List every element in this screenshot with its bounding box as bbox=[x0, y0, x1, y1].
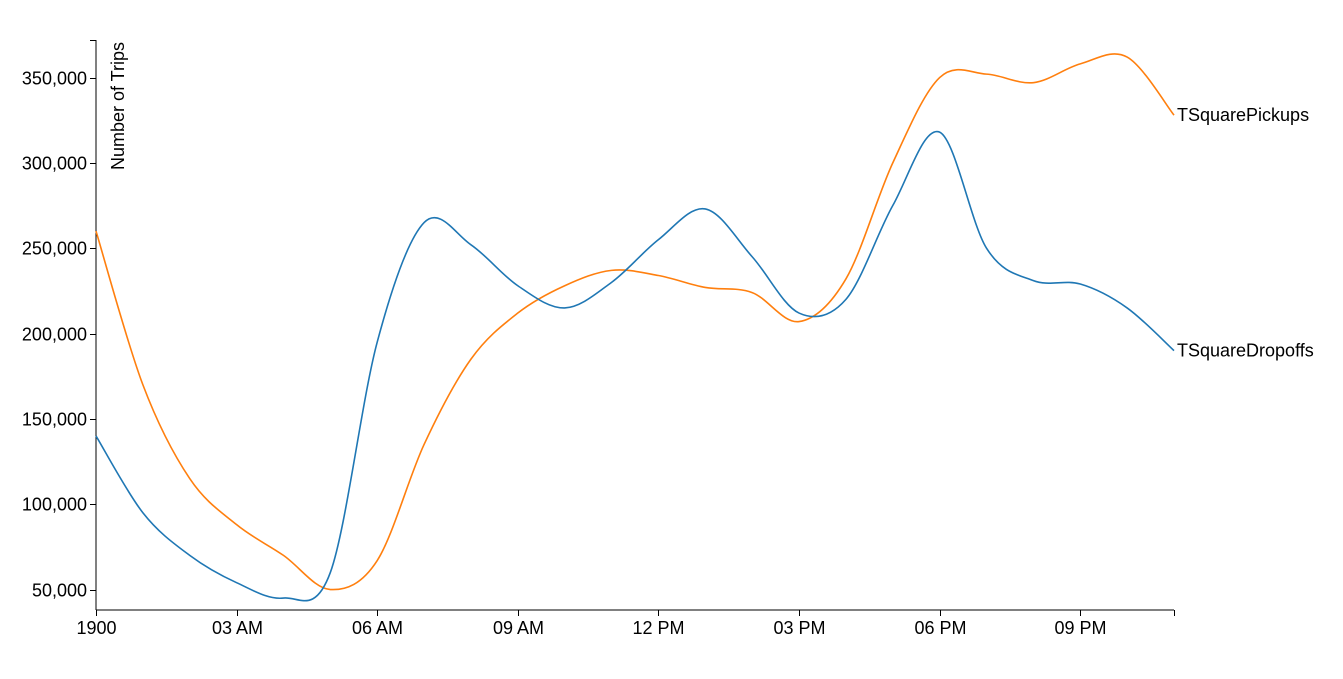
y-tick-label: 150,000 bbox=[22, 410, 87, 430]
series-lines: TSquarePickups TSquareDropoffs bbox=[95, 53, 1314, 602]
series-line-tsquarepickups bbox=[95, 53, 1175, 591]
y-tick-label: 350,000 bbox=[22, 69, 87, 89]
x-tick-label: 06 PM bbox=[914, 618, 966, 638]
series-line-tsquaredropoffs bbox=[95, 130, 1175, 602]
y-axis: 50,000 100,000 150,000 200,000 250,000 300,00… bbox=[22, 40, 97, 610]
y-tick-label: 50,000 bbox=[32, 581, 87, 601]
series-label-tsquaredropoffs: TSquareDropoffs bbox=[1177, 341, 1314, 361]
x-axis: 1900 03 AM 06 AM 09 AM 12 PM 03 PM 06 PM 09 PM bbox=[76, 609, 1175, 638]
x-tick-label: 03 PM bbox=[773, 618, 825, 638]
y-tick-label: 300,000 bbox=[22, 154, 87, 174]
x-tick-label: 1900 bbox=[76, 618, 116, 638]
x-tick-label: 09 PM bbox=[1054, 618, 1106, 638]
y-tick-label: 100,000 bbox=[22, 495, 87, 515]
y-axis-title: Number of Trips bbox=[108, 42, 128, 170]
y-tick-label: 200,000 bbox=[22, 325, 87, 345]
y-tick-label: 250,000 bbox=[22, 239, 87, 259]
x-tick-label: 06 AM bbox=[352, 618, 403, 638]
x-tick-label: 09 AM bbox=[493, 618, 544, 638]
x-tick-label: 12 PM bbox=[632, 618, 684, 638]
x-tick-label: 03 AM bbox=[212, 618, 263, 638]
series-label-tsquarepickups: TSquarePickups bbox=[1177, 105, 1309, 125]
